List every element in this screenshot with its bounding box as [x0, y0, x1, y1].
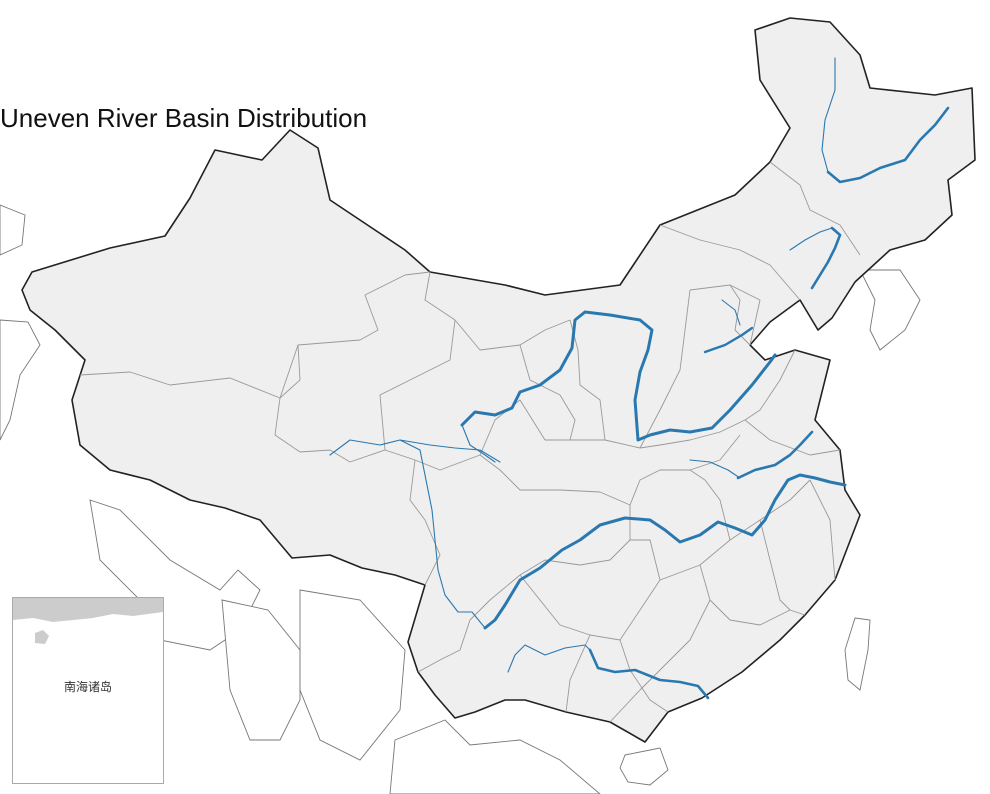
inset-island	[35, 630, 49, 644]
pearl-river	[588, 648, 710, 700]
neighbor-south-4	[389, 719, 601, 794]
pearl-tributary	[507, 644, 591, 673]
map-title: Uneven River Basin Distribution	[0, 103, 368, 133]
neighbor-south-2	[221, 599, 301, 741]
inset-coastline	[13, 598, 163, 622]
inset-label: 南海诸岛	[63, 680, 112, 694]
huai-river	[736, 430, 814, 480]
hai-river	[703, 326, 754, 354]
province-borders	[79, 161, 861, 723]
neighbor-west-1	[0, 204, 26, 256]
neighbor-west-2	[0, 319, 41, 441]
tributary-rivers	[329, 57, 836, 673]
wei-tributary	[689, 459, 741, 479]
yangtze-river	[483, 473, 847, 630]
north-tributary	[721, 299, 741, 326]
songhua-river	[826, 106, 950, 184]
neighbor-south-3	[299, 589, 406, 761]
upper-yellow-tributary	[461, 424, 496, 463]
main-rivers	[460, 106, 950, 700]
south-china-sea-inset: 南海诸岛	[12, 597, 164, 784]
liao-river	[810, 226, 842, 290]
hainan-island	[619, 747, 669, 786]
yellow-river	[460, 310, 777, 442]
korea-peninsula	[859, 269, 921, 351]
taiwan-island	[844, 617, 871, 691]
headwater-tributary	[399, 439, 501, 463]
nen-tributary	[789, 227, 833, 251]
jinsha-tributary	[329, 439, 486, 629]
heilong-tributary	[821, 57, 836, 173]
inset-map	[13, 598, 163, 644]
neighbor-countries	[0, 204, 921, 794]
